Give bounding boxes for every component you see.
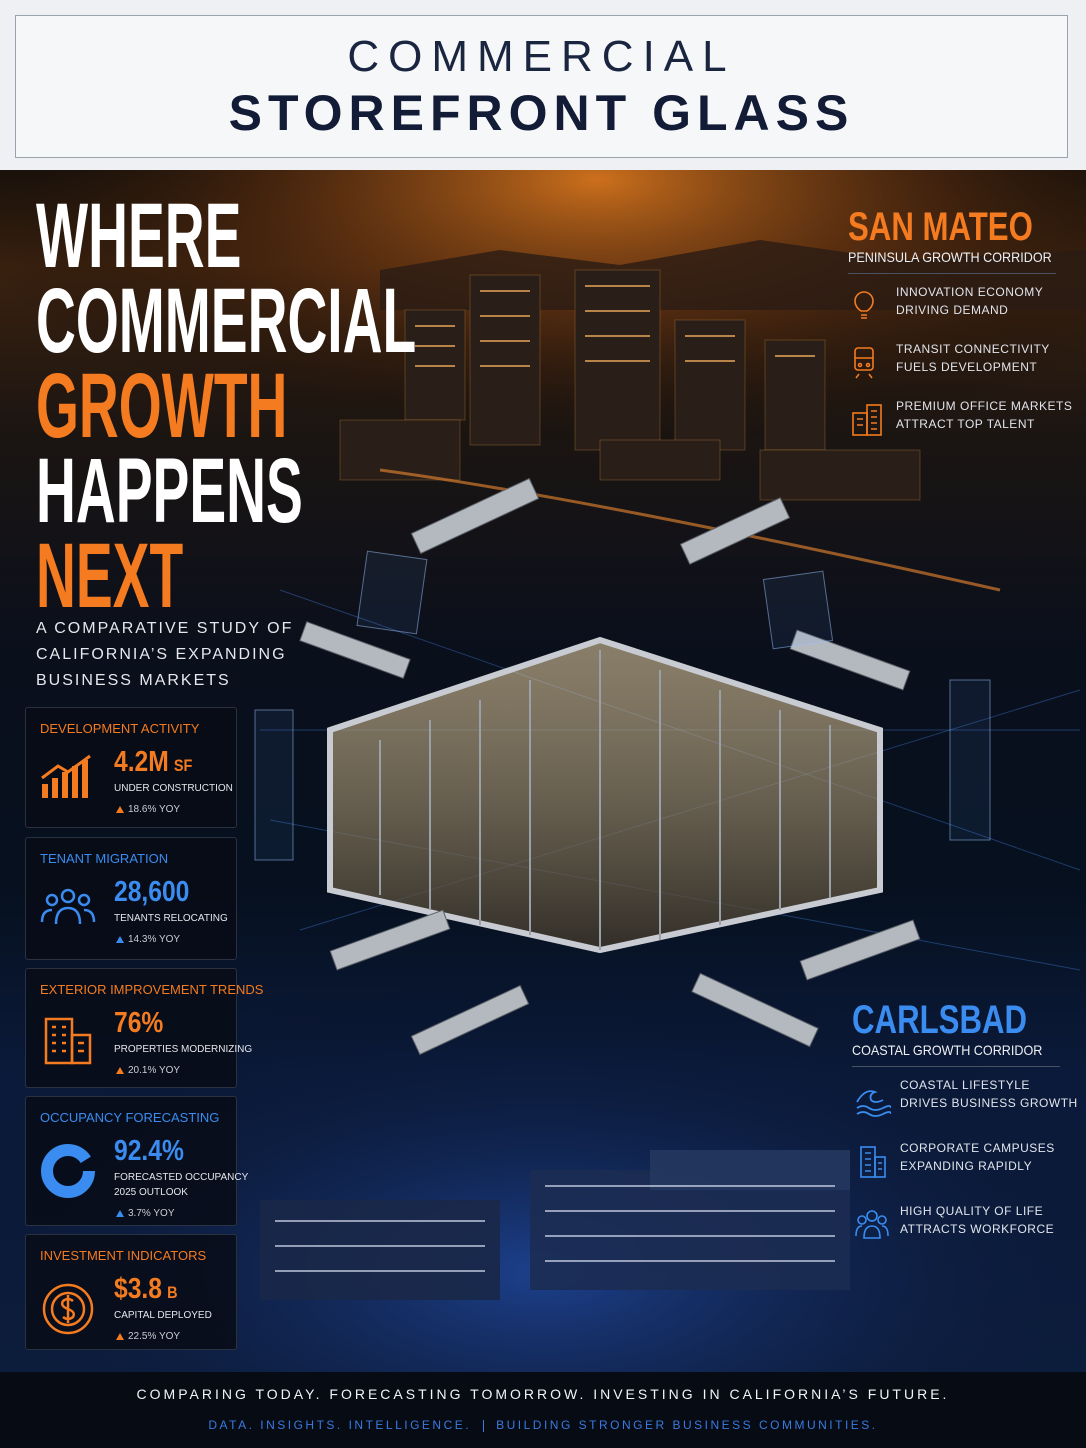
region-point-icon bbox=[854, 289, 874, 319]
stat-change: 22.5% YOY bbox=[128, 1331, 181, 1342]
stat-title: TENANT MIGRATION bbox=[40, 851, 169, 866]
stat-value-number: $3.8 bbox=[114, 1273, 162, 1305]
footer-line1: COMPARING TODAY. FORECASTING TOMORROW. I… bbox=[136, 1386, 950, 1402]
stat-value: 4.2M SF bbox=[114, 746, 192, 779]
stat-title: DEVELOPMENT ACTIVITY bbox=[40, 721, 200, 736]
region-point-text: FUELS DEVELOPMENT bbox=[896, 360, 1038, 374]
region-point-text: PREMIUM OFFICE MARKETS bbox=[896, 399, 1073, 413]
change-arrow bbox=[116, 806, 124, 813]
region-point-icon bbox=[855, 1210, 889, 1239]
region-point-icon bbox=[860, 1146, 886, 1178]
stat-description: FORECASTED OCCUPANCY bbox=[114, 1172, 249, 1183]
stat-change: 14.3% YOY bbox=[128, 934, 181, 945]
stat-card: INVESTMENT INDICATORS $3.8 B CAPITAL DEPLOY… bbox=[25, 1234, 237, 1350]
stat-description: PROPERTIES MODERNIZING bbox=[114, 1044, 253, 1055]
stat-icon bbox=[42, 1283, 94, 1335]
region-name: CARLSBAD bbox=[852, 998, 1028, 1042]
stat-value-number: 92.4% bbox=[114, 1135, 184, 1167]
stat-card: EXTERIOR IMPROVEMENT TRENDS 76% PROPERTIES… bbox=[25, 968, 263, 1088]
region-divider bbox=[852, 1066, 1060, 1067]
main-panel: WHERE COMMERCIAL GROWTH HAPPENS NEXT A COMPAR… bbox=[0, 170, 1086, 1372]
stat-title: INVESTMENT INDICATORS bbox=[40, 1248, 207, 1263]
change-arrow bbox=[116, 1333, 124, 1340]
region-point-icon bbox=[854, 347, 874, 379]
hero-subtitle: BUSINESS MARKETS bbox=[36, 672, 231, 689]
region-point-text: COASTAL LIFESTYLE bbox=[900, 1078, 1030, 1092]
region-point-text: DRIVES BUSINESS GROWTH bbox=[900, 1096, 1078, 1110]
stat-value: 92.4% bbox=[114, 1135, 184, 1168]
hero-subtitle: A COMPARATIVE STUDY OF bbox=[36, 620, 294, 637]
header-title-line1: COMMERCIAL bbox=[347, 32, 736, 81]
stat-value-number: 28,600 bbox=[114, 876, 190, 908]
region-subtitle: COASTAL GROWTH CORRIDOR bbox=[852, 1042, 1043, 1058]
headline-line: COMMERCIAL bbox=[36, 270, 417, 372]
headline-line: NEXT bbox=[36, 525, 184, 627]
region-subtitle: PENINSULA GROWTH CORRIDOR bbox=[848, 249, 1052, 265]
headline-line: WHERE bbox=[36, 185, 242, 287]
stat-value-number: 4.2M bbox=[114, 746, 169, 778]
stat-icon bbox=[41, 754, 91, 798]
stat-card: OCCUPANCY FORECASTING 92.4% FORECASTED OCC… bbox=[25, 1096, 248, 1226]
stat-description: UNDER CONSTRUCTION bbox=[114, 783, 233, 794]
stat-unit: SF bbox=[173, 756, 193, 775]
region-point-text: EXPANDING RAPIDLY bbox=[900, 1159, 1033, 1173]
stat-description: 2025 OUTLOOK bbox=[114, 1187, 188, 1198]
stat-value: 76% bbox=[114, 1007, 163, 1040]
change-arrow bbox=[116, 1067, 124, 1074]
stat-change: 3.7% YOY bbox=[128, 1208, 175, 1219]
hero-subtitle: CALIFORNIA’S EXPANDING bbox=[36, 646, 287, 663]
region-point-text: ATTRACTS WORKFORCE bbox=[900, 1222, 1055, 1236]
footer-segment: DATA. INSIGHTS. INTELLIGENCE. bbox=[208, 1418, 472, 1432]
headline-line: GROWTH bbox=[36, 355, 288, 457]
region-point-text: ATTRACT TOP TALENT bbox=[896, 417, 1035, 431]
region-name: SAN MATEO bbox=[848, 205, 1033, 249]
stat-icon bbox=[40, 888, 96, 925]
stat-value-number: 76% bbox=[114, 1007, 164, 1039]
stat-title: OCCUPANCY FORECASTING bbox=[40, 1110, 220, 1125]
stat-value: 28,600 bbox=[114, 876, 189, 909]
region-point-text: CORPORATE CAMPUSES bbox=[900, 1141, 1055, 1155]
region-point-text: DRIVING DEMAND bbox=[896, 303, 1009, 317]
footer-divider bbox=[483, 1419, 485, 1432]
region-point-text: INNOVATION ECONOMY bbox=[896, 285, 1044, 299]
change-arrow bbox=[116, 936, 124, 943]
header: COMMERCIAL STOREFRONT GLASS bbox=[15, 15, 1068, 158]
stat-icon bbox=[44, 1017, 92, 1065]
footer-segment: BUILDING STRONGER BUSINESS COMMUNITIES. bbox=[496, 1418, 878, 1432]
stat-description: CAPITAL DEPLOYED bbox=[114, 1310, 212, 1321]
stat-card: DEVELOPMENT ACTIVITY 4.2M SF UNDER CONSTRUC… bbox=[25, 707, 237, 828]
stat-change: 18.6% YOY bbox=[128, 804, 181, 815]
stat-unit: B bbox=[167, 1283, 178, 1302]
stat-icon bbox=[41, 1144, 95, 1198]
footer: COMPARING TODAY. FORECASTING TOMORROW. I… bbox=[0, 1372, 1086, 1448]
region-point-icon bbox=[856, 1090, 891, 1117]
region-point-text: HIGH QUALITY OF LIFE bbox=[900, 1204, 1044, 1218]
stat-card: TENANT MIGRATION 28,600 TENANTS RELOCATING… bbox=[25, 837, 237, 960]
region-point-icon bbox=[852, 404, 882, 436]
headline-line: HAPPENS bbox=[36, 440, 303, 542]
header-title-line2: STOREFRONT GLASS bbox=[228, 85, 855, 141]
stat-description: TENANTS RELOCATING bbox=[114, 913, 228, 924]
change-arrow bbox=[116, 1210, 124, 1217]
region-point-text: TRANSIT CONNECTIVITY bbox=[896, 342, 1050, 356]
footer-line2: DATA. INSIGHTS. INTELLIGENCE. BUILDING ST… bbox=[0, 1418, 1086, 1432]
region-divider bbox=[848, 273, 1056, 274]
stat-title: EXTERIOR IMPROVEMENT TRENDS bbox=[40, 982, 264, 997]
stat-value: $3.8 B bbox=[114, 1273, 178, 1306]
stat-change: 20.1% YOY bbox=[128, 1065, 181, 1076]
